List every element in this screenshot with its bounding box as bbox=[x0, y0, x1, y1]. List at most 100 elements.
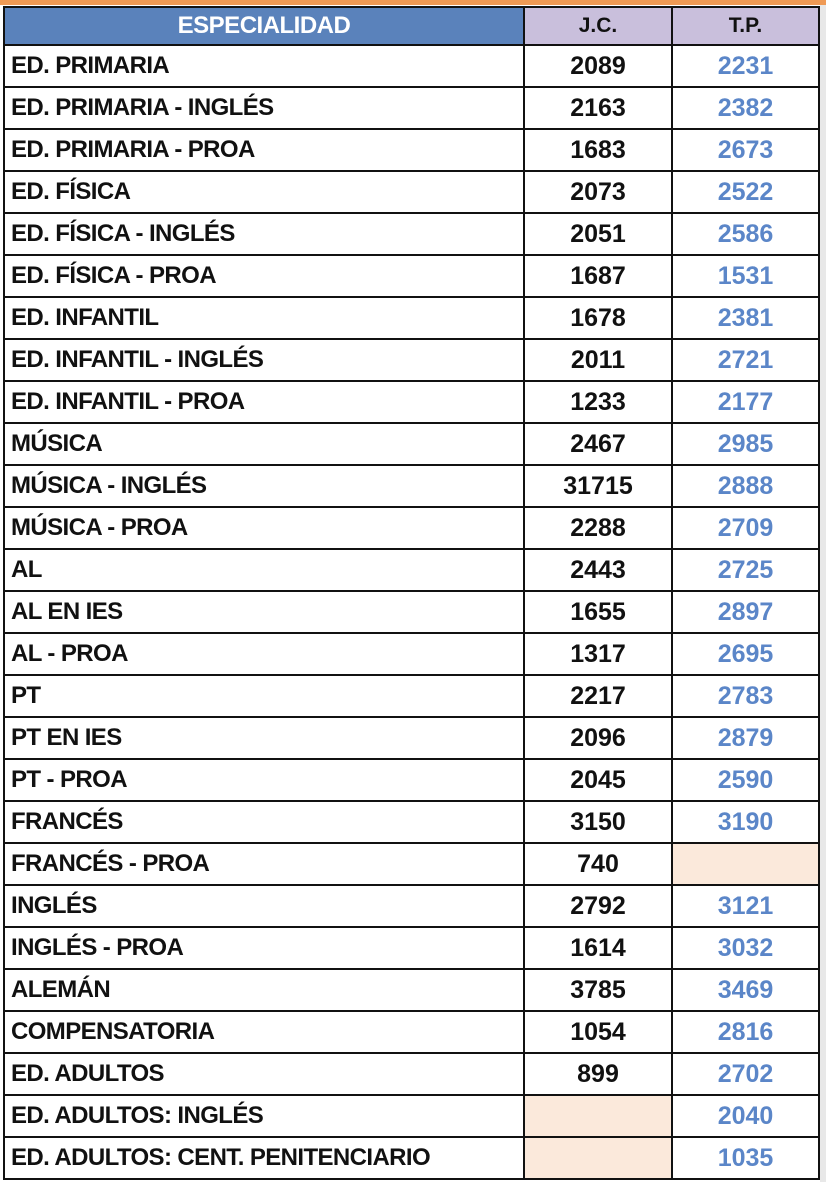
cell-tp[interactable]: 2702 bbox=[671, 1052, 820, 1096]
cell-tp[interactable]: 2695 bbox=[671, 632, 820, 676]
cell-tp[interactable]: 2816 bbox=[671, 1010, 820, 1054]
cell-especialidad[interactable]: ED. FÍSICA - PROA bbox=[3, 254, 525, 298]
cell-jc[interactable]: 1317 bbox=[523, 632, 673, 676]
cell-jc[interactable] bbox=[523, 1094, 673, 1138]
cell-tp[interactable]: 3190 bbox=[671, 800, 820, 844]
cell-especialidad[interactable]: ED. ADULTOS: CENT. PENITENCIARIO bbox=[3, 1136, 525, 1180]
cell-jc[interactable]: 2096 bbox=[523, 716, 673, 760]
cell-especialidad[interactable]: ED. INFANTIL - INGLÉS bbox=[3, 338, 525, 382]
cell-especialidad[interactable]: FRANCÉS bbox=[3, 800, 525, 844]
cell-tp[interactable]: 2586 bbox=[671, 212, 820, 256]
table-row: INGLÉS 2792 3121 bbox=[3, 884, 820, 928]
cell-tp[interactable]: 2985 bbox=[671, 422, 820, 466]
cell-tp[interactable]: 2783 bbox=[671, 674, 820, 718]
cell-tp[interactable]: 2897 bbox=[671, 590, 820, 634]
cell-jc[interactable]: 2089 bbox=[523, 44, 673, 88]
cell-jc[interactable]: 2217 bbox=[523, 674, 673, 718]
cell-especialidad[interactable]: PT EN IES bbox=[3, 716, 525, 760]
cell-tp[interactable]: 2522 bbox=[671, 170, 820, 214]
cell-especialidad[interactable]: ED. INFANTIL bbox=[3, 296, 525, 340]
cell-jc[interactable]: 2011 bbox=[523, 338, 673, 382]
cell-tp[interactable]: 3469 bbox=[671, 968, 820, 1012]
table-row: ED. ADULTOS 899 2702 bbox=[3, 1052, 820, 1096]
cell-jc[interactable]: 1614 bbox=[523, 926, 673, 970]
cell-tp[interactable]: 2231 bbox=[671, 44, 820, 88]
cell-especialidad[interactable]: MÚSICA bbox=[3, 422, 525, 466]
cell-jc[interactable]: 2073 bbox=[523, 170, 673, 214]
cell-jc[interactable]: 899 bbox=[523, 1052, 673, 1096]
cell-jc[interactable]: 2051 bbox=[523, 212, 673, 256]
cell-jc[interactable]: 1678 bbox=[523, 296, 673, 340]
cell-jc[interactable]: 2467 bbox=[523, 422, 673, 466]
cell-especialidad[interactable]: ALEMÁN bbox=[3, 968, 525, 1012]
table-row: ED. PRIMARIA - PROA 1683 2673 bbox=[3, 128, 820, 172]
cell-especialidad[interactable]: ED. FÍSICA bbox=[3, 170, 525, 214]
cell-especialidad[interactable]: ED. PRIMARIA bbox=[3, 44, 525, 88]
cell-tp[interactable]: 2381 bbox=[671, 296, 820, 340]
cell-jc[interactable]: 31715 bbox=[523, 464, 673, 508]
cell-tp[interactable]: 1035 bbox=[671, 1136, 820, 1180]
cell-jc[interactable]: 2792 bbox=[523, 884, 673, 928]
cell-jc[interactable]: 1687 bbox=[523, 254, 673, 298]
table-row: FRANCÉS 3150 3190 bbox=[3, 800, 820, 844]
cell-tp[interactable]: 2721 bbox=[671, 338, 820, 382]
cell-jc[interactable] bbox=[523, 1136, 673, 1180]
cell-jc[interactable]: 3150 bbox=[523, 800, 673, 844]
cell-especialidad[interactable]: FRANCÉS - PROA bbox=[3, 842, 525, 886]
table-row: ED. ADULTOS: CENT. PENITENCIARIO 1035 bbox=[3, 1136, 820, 1180]
header-especialidad[interactable]: ESPECIALIDAD bbox=[3, 6, 525, 46]
cell-tp[interactable] bbox=[671, 842, 820, 886]
cell-jc[interactable]: 1655 bbox=[523, 590, 673, 634]
cell-especialidad[interactable]: ED. ADULTOS bbox=[3, 1052, 525, 1096]
cell-especialidad[interactable]: ED. FÍSICA - INGLÉS bbox=[3, 212, 525, 256]
cell-especialidad[interactable]: PT bbox=[3, 674, 525, 718]
cell-jc[interactable]: 1054 bbox=[523, 1010, 673, 1054]
cell-tp[interactable]: 2382 bbox=[671, 86, 820, 130]
cell-jc[interactable]: 2045 bbox=[523, 758, 673, 802]
table-row: ED. FÍSICA - INGLÉS 2051 2586 bbox=[3, 212, 820, 256]
top-border bbox=[0, 0, 826, 5]
cell-jc[interactable]: 1683 bbox=[523, 128, 673, 172]
cell-jc[interactable]: 1233 bbox=[523, 380, 673, 424]
table-row: ED. FÍSICA - PROA 1687 1531 bbox=[3, 254, 820, 298]
cell-especialidad[interactable]: AL EN IES bbox=[3, 590, 525, 634]
cell-tp[interactable]: 2888 bbox=[671, 464, 820, 508]
header-jc[interactable]: J.C. bbox=[523, 6, 673, 46]
cell-tp[interactable]: 2177 bbox=[671, 380, 820, 424]
cell-especialidad[interactable]: INGLÉS - PROA bbox=[3, 926, 525, 970]
column-edge bbox=[820, 5, 826, 1182]
cell-especialidad[interactable]: AL - PROA bbox=[3, 632, 525, 676]
cell-tp[interactable]: 3121 bbox=[671, 884, 820, 928]
cell-tp[interactable]: 2673 bbox=[671, 128, 820, 172]
cell-especialidad[interactable]: PT - PROA bbox=[3, 758, 525, 802]
cell-especialidad[interactable]: COMPENSATORIA bbox=[3, 1010, 525, 1054]
table-row: ED. FÍSICA 2073 2522 bbox=[3, 170, 820, 214]
cell-tp[interactable]: 2590 bbox=[671, 758, 820, 802]
table-row: ALEMÁN 3785 3469 bbox=[3, 968, 820, 1012]
cell-tp[interactable]: 2709 bbox=[671, 506, 820, 550]
cell-jc[interactable]: 2288 bbox=[523, 506, 673, 550]
cell-jc[interactable]: 3785 bbox=[523, 968, 673, 1012]
cell-jc[interactable]: 2163 bbox=[523, 86, 673, 130]
cell-especialidad[interactable]: INGLÉS bbox=[3, 884, 525, 928]
table-row: AL EN IES 1655 2897 bbox=[3, 590, 820, 634]
cell-tp[interactable]: 2040 bbox=[671, 1094, 820, 1138]
cell-jc[interactable]: 2443 bbox=[523, 548, 673, 592]
cell-especialidad[interactable]: AL bbox=[3, 548, 525, 592]
cell-especialidad[interactable]: ED. PRIMARIA - PROA bbox=[3, 128, 525, 172]
header-tp[interactable]: T.P. bbox=[671, 6, 820, 46]
cell-especialidad[interactable]: MÚSICA - INGLÉS bbox=[3, 464, 525, 508]
cell-tp[interactable]: 3032 bbox=[671, 926, 820, 970]
cell-especialidad[interactable]: ED. INFANTIL - PROA bbox=[3, 380, 525, 424]
cell-jc[interactable]: 740 bbox=[523, 842, 673, 886]
cell-especialidad[interactable]: ED. PRIMARIA - INGLÉS bbox=[3, 86, 525, 130]
table-row: ED. INFANTIL - INGLÉS 2011 2721 bbox=[3, 338, 820, 382]
table-row: ED. INFANTIL 1678 2381 bbox=[3, 296, 820, 340]
cell-tp[interactable]: 2725 bbox=[671, 548, 820, 592]
cell-especialidad[interactable]: MÚSICA - PROA bbox=[3, 506, 525, 550]
table-row: PT - PROA 2045 2590 bbox=[3, 758, 820, 802]
cell-tp[interactable]: 2879 bbox=[671, 716, 820, 760]
table-row: MÚSICA 2467 2985 bbox=[3, 422, 820, 466]
cell-tp[interactable]: 1531 bbox=[671, 254, 820, 298]
cell-especialidad[interactable]: ED. ADULTOS: INGLÉS bbox=[3, 1094, 525, 1138]
